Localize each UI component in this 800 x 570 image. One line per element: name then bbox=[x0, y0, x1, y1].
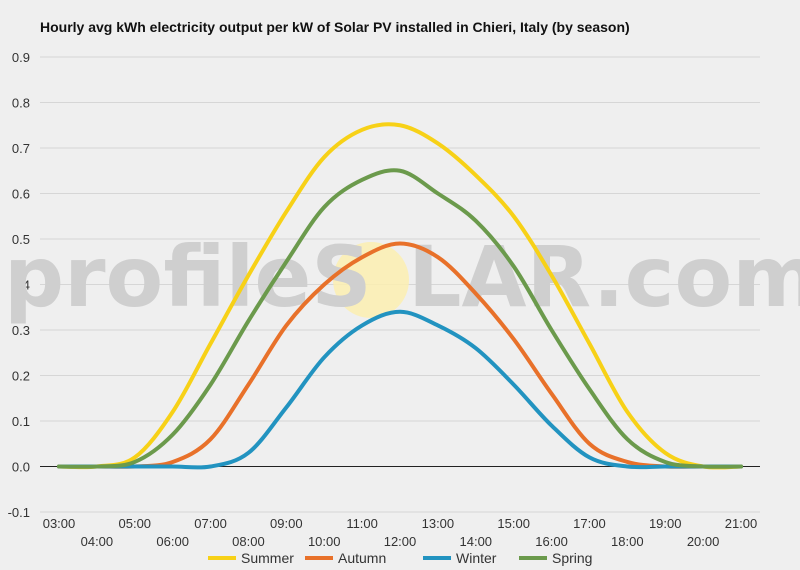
x-tick-label: 14:00 bbox=[460, 534, 493, 549]
y-tick-label: 0.0 bbox=[12, 460, 30, 475]
grid-lines bbox=[40, 56, 760, 513]
y-tick-label: -0.1 bbox=[8, 505, 30, 520]
y-tick-label: 0.8 bbox=[12, 96, 30, 111]
series-line-winter bbox=[57, 309, 743, 470]
x-tick-label: 07:00 bbox=[194, 516, 227, 531]
x-tick-label: 16:00 bbox=[535, 534, 568, 549]
x-tick-label: 08:00 bbox=[232, 534, 265, 549]
y-tick-label: 0.6 bbox=[12, 187, 30, 202]
x-tick-label: 03:00 bbox=[43, 516, 76, 531]
legend-label-spring: Spring bbox=[552, 550, 592, 566]
y-tick-label: 0.7 bbox=[12, 141, 30, 156]
x-tick-label: 19:00 bbox=[649, 516, 682, 531]
x-tick-label: 10:00 bbox=[308, 534, 341, 549]
series-lines bbox=[57, 122, 743, 470]
x-tick-label: 11:00 bbox=[346, 516, 378, 531]
x-tick-label: 15:00 bbox=[497, 516, 530, 531]
watermark-text-left: profileS bbox=[4, 228, 372, 326]
y-tick-label: 0.1 bbox=[12, 414, 30, 429]
x-axis-tick-labels: 03:00 04:00 05:00 06:00 07:00 08:00 09:00 10:00… bbox=[43, 516, 758, 549]
series-line-spring bbox=[57, 168, 743, 469]
x-tick-label: 04:00 bbox=[81, 534, 114, 549]
y-tick-label: 0.4 bbox=[12, 278, 30, 293]
x-tick-label: 21:00 bbox=[725, 516, 758, 531]
y-tick-label: 0.2 bbox=[12, 369, 30, 384]
x-tick-label: 13:00 bbox=[422, 516, 455, 531]
y-axis-tick-labels: -0.1 0.0 0.1 0.2 0.3 0.4 0.5 0.6 0.7 0.8 0.9 bbox=[8, 50, 30, 520]
legend-label-summer: Summer bbox=[241, 550, 294, 566]
x-tick-label: 12:00 bbox=[384, 534, 417, 549]
watermark: profileS LAR.com bbox=[4, 228, 800, 326]
y-tick-label: 0.3 bbox=[12, 323, 30, 338]
legend-label-winter: Winter bbox=[456, 550, 497, 566]
legend-label-autumn: Autumn bbox=[338, 550, 386, 566]
y-tick-label: 0.5 bbox=[12, 232, 30, 247]
series-line-autumn bbox=[57, 241, 743, 469]
x-tick-label: 18:00 bbox=[611, 534, 644, 549]
x-tick-label: 20:00 bbox=[687, 534, 720, 549]
x-tick-label: 05:00 bbox=[119, 516, 152, 531]
x-tick-label: 09:00 bbox=[270, 516, 303, 531]
legend: Summer Autumn Winter Spring bbox=[208, 550, 592, 566]
x-tick-label: 17:00 bbox=[573, 516, 606, 531]
y-tick-label: 0.9 bbox=[12, 50, 30, 65]
chart-title: Hourly avg kWh electricity output per kW… bbox=[40, 19, 630, 35]
series-line-summer bbox=[57, 122, 743, 470]
x-tick-label: 06:00 bbox=[156, 534, 189, 549]
watermark-text-right: LAR.com bbox=[408, 228, 800, 326]
